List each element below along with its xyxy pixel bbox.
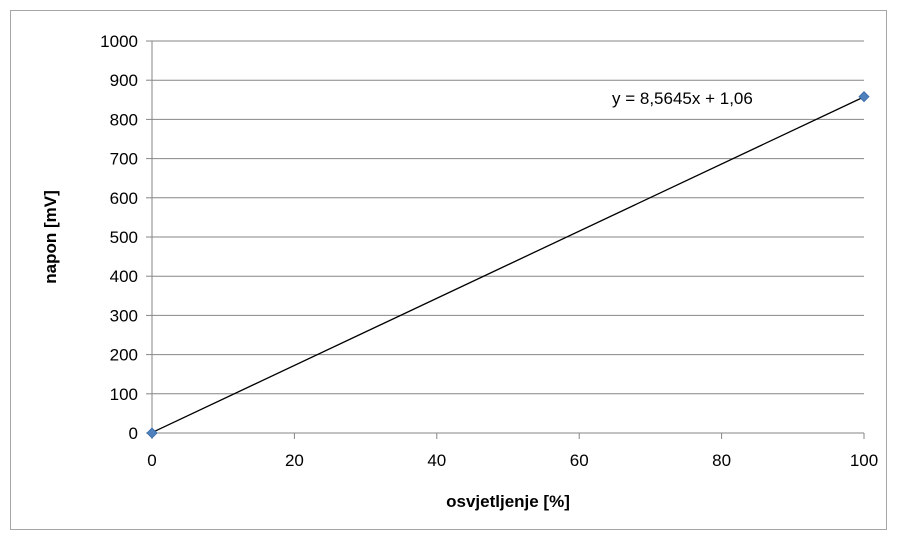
trendline-group: [151, 96, 865, 434]
y-tick-label: 700: [110, 150, 138, 169]
x-tick-label: 60: [570, 451, 589, 470]
y-tick-label: 0: [129, 424, 138, 443]
x-tick-label: 80: [712, 451, 731, 470]
y-tick-label: 100: [110, 385, 138, 404]
x-axis-title: osvjetljenje [%]: [446, 492, 570, 511]
data-points: [146, 91, 870, 439]
y-tick-label: 1000: [100, 32, 138, 51]
trendline-equation: y = 8,5645x + 1,06: [612, 89, 753, 108]
gridlines: [152, 40, 864, 395]
y-tick-label: 800: [110, 110, 138, 129]
x-tick-label: 20: [285, 451, 304, 470]
x-tick-labels: 0 20 40 60 80 100: [147, 451, 878, 470]
y-tick-label: 500: [110, 228, 138, 247]
y-tick-label: 200: [110, 346, 138, 365]
y-tick-label: 600: [110, 189, 138, 208]
y-tick-label: 400: [110, 267, 138, 286]
x-tick-label: 40: [427, 451, 446, 470]
axes: [146, 40, 865, 439]
x-tick-label: 0: [147, 451, 156, 470]
chart-frame: [10, 10, 887, 530]
y-axis-title: napon [mV]: [41, 190, 60, 284]
data-point: [146, 427, 158, 439]
y-tick-label: 300: [110, 306, 138, 325]
y-tick-label: 900: [110, 71, 138, 90]
x-tick-label: 100: [850, 451, 878, 470]
trendline: [151, 96, 865, 434]
data-point: [858, 91, 870, 103]
y-tick-labels: 0 100 200 300 400 500 600 700 800 900 1000: [100, 32, 138, 443]
